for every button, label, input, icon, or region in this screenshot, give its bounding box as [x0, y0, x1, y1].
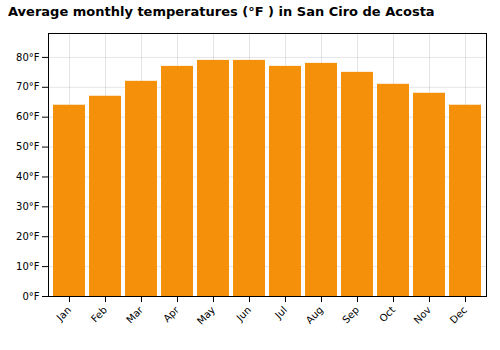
svg-text:10°F: 10°F: [16, 261, 40, 272]
svg-text:60°F: 60°F: [16, 111, 40, 122]
svg-text:0°F: 0°F: [22, 291, 39, 302]
svg-text:Jan: Jan: [54, 304, 73, 323]
svg-text:Jun: Jun: [234, 304, 254, 324]
svg-text:Mar: Mar: [124, 304, 146, 326]
svg-text:80°F: 80°F: [16, 52, 40, 63]
svg-text:Aug: Aug: [304, 304, 326, 326]
svg-text:May: May: [195, 304, 217, 326]
svg-text:Oct: Oct: [377, 304, 397, 324]
svg-text:40°F: 40°F: [16, 171, 40, 182]
html-text:Average monthly temperatures (: Average monthly temperatures (°F ) in Sa…: [8, 4, 435, 19]
svg-text:Apr: Apr: [161, 304, 182, 325]
svg-text:Nov: Nov: [412, 304, 434, 326]
svg-text:Feb: Feb: [89, 304, 109, 324]
svg-text:70°F: 70°F: [16, 81, 40, 92]
svg-text:Sep: Sep: [340, 304, 361, 325]
svg-text:30°F: 30°F: [16, 201, 40, 212]
svg-text:Jul: Jul: [272, 304, 289, 321]
svg-text:20°F: 20°F: [16, 231, 40, 242]
svg-text:50°F: 50°F: [16, 141, 40, 152]
svg-text:Dec: Dec: [448, 304, 469, 325]
